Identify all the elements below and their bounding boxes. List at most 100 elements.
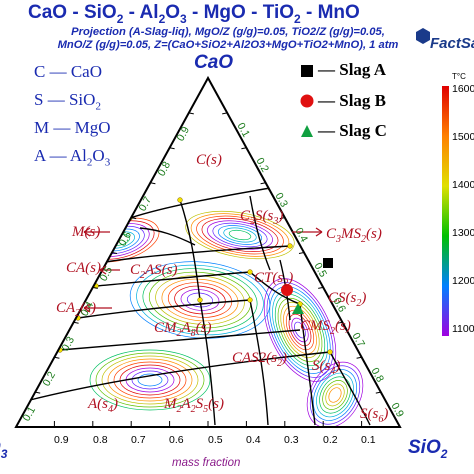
tick-bottom-0.3: 0.3 <box>284 434 299 446</box>
isotherm-line <box>228 229 252 241</box>
tick-mark-right <box>222 112 228 115</box>
temperature-colorbar <box>442 86 449 336</box>
slag-b-label: — Slag B <box>318 91 387 110</box>
phase-boundary-line <box>129 187 271 219</box>
phase-boundary-line <box>299 303 316 426</box>
colorbar-tick-1200: 1200 <box>452 275 474 287</box>
colorbar-tick-1400: 1400 <box>452 179 474 191</box>
isotherm-line <box>309 365 361 425</box>
region-c2as-s: C2AS(s) <box>130 262 178 281</box>
isotherm-line <box>322 380 348 410</box>
phase-boundary-line <box>249 195 271 271</box>
region-c2s-s3: C2S(s3) <box>240 208 284 227</box>
region-a-s4: A(s4) <box>88 396 118 415</box>
tick-mark-right <box>260 182 266 185</box>
tick-mark-left <box>54 356 60 359</box>
tick-mark-left <box>169 147 175 150</box>
phase-boundary-line <box>59 329 301 351</box>
tick-bottom-0.5: 0.5 <box>208 434 223 446</box>
tick-bottom-0.4: 0.4 <box>246 434 261 446</box>
isotherm-line <box>285 309 315 351</box>
region-c3ms2-s: C3MS2(s) <box>326 226 382 245</box>
isotherm-line <box>288 313 312 347</box>
logo-hex-icon <box>416 28 430 44</box>
legend-key-s: S — SiO2 <box>34 90 101 113</box>
region-s-s4: S(s4) <box>312 358 341 377</box>
invariant-point <box>177 197 183 203</box>
isotherm-line <box>291 317 309 343</box>
invariant-point <box>327 349 333 355</box>
logo-text: FactSa <box>430 35 474 52</box>
phase-boundary-line <box>199 299 216 426</box>
tick-mark-left <box>131 217 137 220</box>
tick-mark-left <box>73 321 79 324</box>
isotherm-line <box>186 292 214 308</box>
region-ca2-s: CA2(s) <box>56 300 96 319</box>
tick-mark-right <box>241 147 247 150</box>
isotherm-line <box>137 373 163 387</box>
diagram-subtitle: Projection (A-Slag-liq), MgO/Z (g/g)=0.0… <box>8 26 448 52</box>
colorbar-tick-1600: 1600 <box>452 83 474 95</box>
region-cs-s2: CS(s2) <box>328 290 367 309</box>
isotherm-line <box>328 387 342 403</box>
tick-bottom-0.9: 0.9 <box>54 434 69 446</box>
slag-a-marker <box>301 65 313 77</box>
vertex-al2o3: O3 <box>0 437 8 461</box>
isotherm-line <box>125 367 175 393</box>
slag-b-marker <box>300 94 314 108</box>
factsage-logo: FactSa <box>414 22 474 64</box>
isotherm-line <box>196 215 284 255</box>
tick-bottom-0.7: 0.7 <box>131 434 146 446</box>
isotherm-line <box>223 227 257 243</box>
tick-mark-left <box>111 252 118 254</box>
vertex-sio2: SiO2 <box>408 437 448 461</box>
subtitle-line-2: MnO/Z (g/g)=0.05, Z=(CaO+SiO2+Al2O3+MgO+… <box>57 39 399 51</box>
isotherm-line <box>161 278 239 322</box>
phase-boundary-line <box>329 351 371 426</box>
isotherm-line <box>277 297 323 363</box>
field-arrows <box>83 227 323 313</box>
colorbar-unit: T°C <box>452 72 466 81</box>
phase-boundary-line <box>249 271 301 305</box>
isotherm-line <box>306 361 364 427</box>
slag-a-point <box>323 258 333 268</box>
phase-boundary-line <box>179 199 201 301</box>
isotherm-line <box>269 286 331 374</box>
field-arrow-head <box>83 227 91 237</box>
tick-marks <box>35 112 381 427</box>
region-cms2-s: CMS2(s) <box>300 318 351 337</box>
axis-label: mass fraction <box>172 457 241 469</box>
phase-boundaries <box>29 185 371 426</box>
slag-b-point <box>281 284 293 296</box>
tick-mark-left <box>188 112 194 115</box>
legend-key-a: A — Al2O3 <box>34 146 111 169</box>
field-arrow-head <box>99 265 107 275</box>
tick-bottom-0.1: 0.1 <box>361 434 376 446</box>
isotherm-line <box>167 282 233 318</box>
field-arrow-head <box>83 303 91 313</box>
isotherm-line <box>185 210 295 260</box>
tick-mark-right <box>337 321 343 324</box>
region-cas2-s2: CAS2(s2) <box>232 350 287 369</box>
isotherm-line <box>107 358 193 402</box>
phase-boundary-line <box>249 299 269 426</box>
isotherm-line <box>325 383 345 407</box>
tick-mark-left <box>35 391 41 394</box>
region-m2a2s5-s: M2A2S5(s) <box>164 396 224 415</box>
subtitle-line-1: Projection (A-Slag-liq), MgO/Z (g/g)=0.0… <box>71 26 385 38</box>
tick-mark-left <box>92 286 98 289</box>
isotherm-line <box>95 352 205 408</box>
invariant-point <box>247 297 253 303</box>
isotherm-line <box>136 264 264 336</box>
legend-key-m: M — MgO <box>34 118 111 137</box>
isotherm-line <box>113 361 187 399</box>
phase-boundary-line <box>29 351 331 401</box>
invariant-point <box>247 269 253 275</box>
vertex-cao: CaO <box>194 52 234 73</box>
tick-bottom-0.8: 0.8 <box>93 434 108 446</box>
tick-mark-right <box>356 356 362 359</box>
phase-boundary-line <box>139 227 196 246</box>
field-arrow-head <box>315 227 323 237</box>
region-ct-s2: CT(s2) <box>254 270 294 289</box>
